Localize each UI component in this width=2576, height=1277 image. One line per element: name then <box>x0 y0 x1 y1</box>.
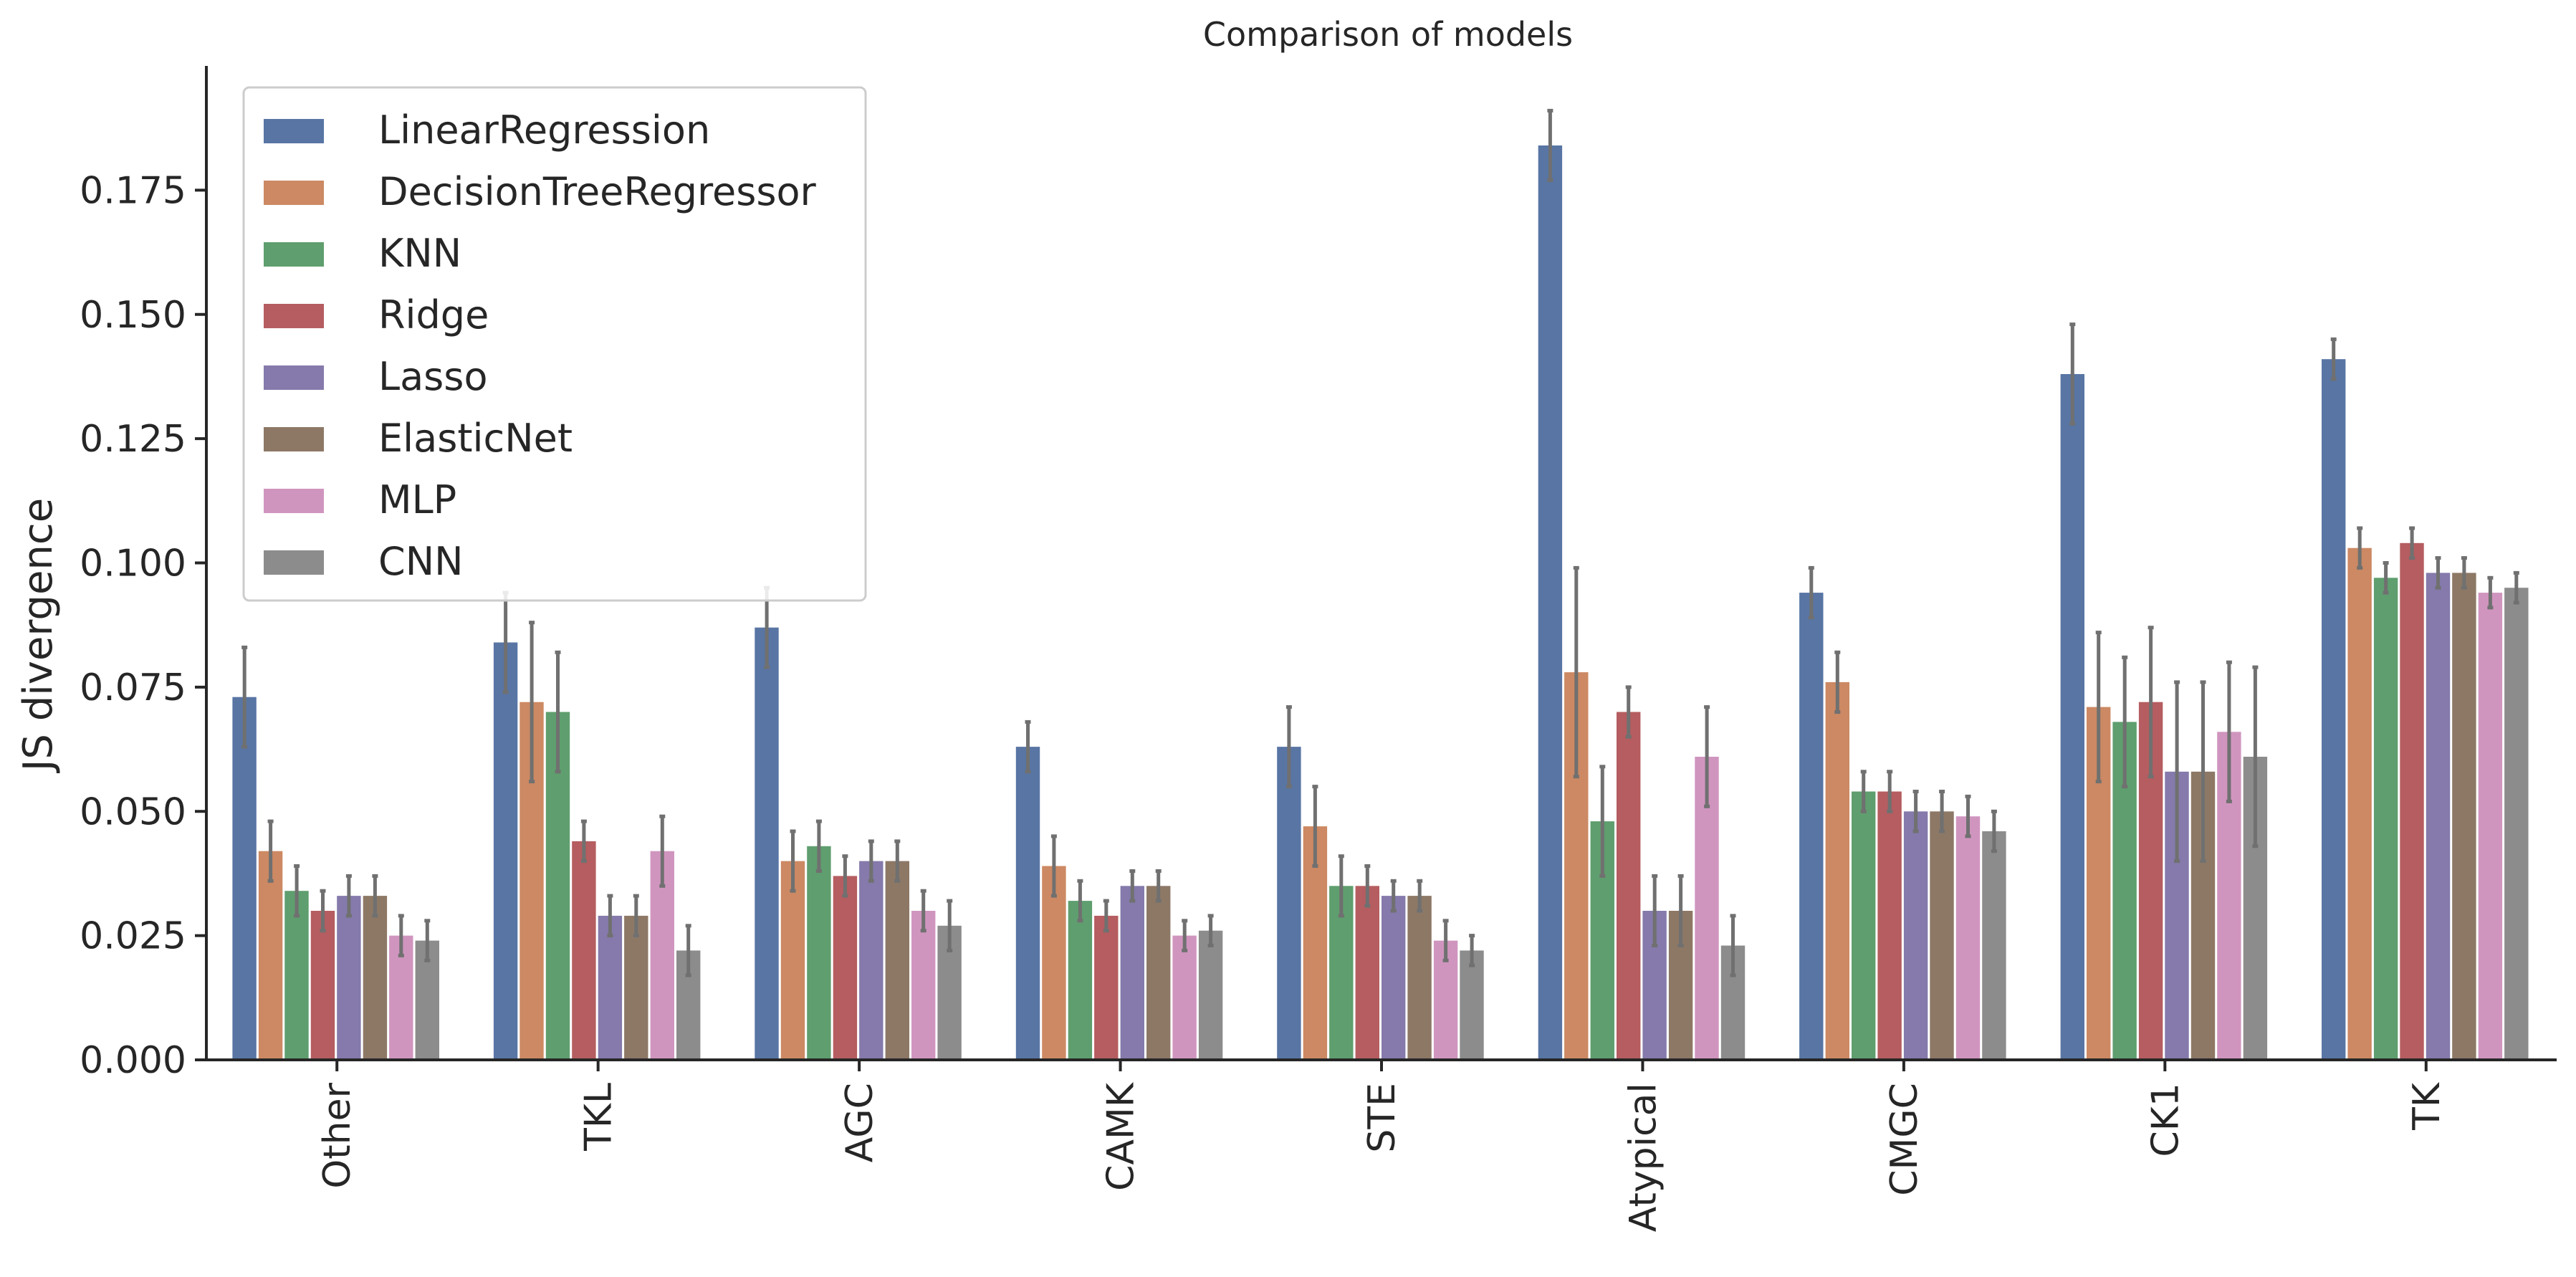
bar-Lasso-TK <box>2426 573 2451 1060</box>
bar-LinearRegression-STE <box>1277 747 1301 1060</box>
bar-Lasso-STE <box>1382 896 1406 1060</box>
legend: LinearRegression DecisionTreeRegressor KNN… <box>242 86 867 602</box>
bar-Ridge-STE <box>1355 886 1379 1060</box>
bar-MLP-AGC <box>911 911 936 1060</box>
bar-KNN-Other <box>284 891 309 1060</box>
legend-box <box>242 86 867 602</box>
bar-ElasticNet-AGC <box>885 861 909 1060</box>
bar-Ridge-AGC <box>833 876 858 1060</box>
bar-ElasticNet-TKL <box>624 915 648 1060</box>
bar-LinearRegression-AGC <box>755 627 779 1060</box>
bar-DecisionTreeRegressor-AGC <box>780 861 805 1060</box>
bar-LinearRegression-Other <box>232 697 257 1060</box>
bar-Ridge-TKL <box>572 841 596 1060</box>
y-axis-label: JS divergence <box>15 498 62 773</box>
y-tick-label: 0.175 <box>80 169 186 212</box>
bar-Ridge-Other <box>310 911 335 1060</box>
x-tick-label: Atypical <box>1622 1083 1665 1232</box>
y-tick-label: 0.000 <box>80 1039 186 1082</box>
bar-Ridge-CAMK <box>1094 915 1119 1060</box>
legend-swatch-MLP <box>264 489 324 513</box>
axes-layer: 0.000 0.025 0.050 0.075 0.100 0.125 0.150 0.175… <box>80 66 2557 1232</box>
legend-swatch-DecisionTreeRegressor <box>264 181 324 205</box>
legend-swatch-CNN <box>264 550 324 575</box>
bar-Ridge-TK <box>2400 542 2424 1060</box>
bar-MLP-TK <box>2478 593 2503 1060</box>
legend-label-ElasticNet: ElasticNet <box>378 416 573 461</box>
legend-label-Ridge: Ridge <box>378 292 489 338</box>
legend-swatch-Ridge <box>264 304 324 328</box>
bar-Lasso-AGC <box>859 861 884 1060</box>
bar-MLP-CAMK <box>1172 935 1197 1060</box>
x-tick-label: AGC <box>838 1083 881 1162</box>
legend-label-MLP: MLP <box>378 477 456 522</box>
legend-swatch-Lasso <box>264 365 324 390</box>
bar-CNN-TK <box>2504 588 2529 1060</box>
y-tick-label: 0.150 <box>80 294 186 337</box>
y-tick-label: 0.075 <box>80 666 186 709</box>
legend-label-CNN: CNN <box>378 539 464 584</box>
bar-DecisionTreeRegressor-Other <box>258 851 283 1060</box>
bar-CNN-CMGC <box>1982 831 2006 1060</box>
bar-MLP-CMGC <box>1955 816 1981 1060</box>
bar-KNN-AGC <box>807 846 831 1060</box>
bar-DecisionTreeRegressor-CMGC <box>1825 681 1849 1060</box>
legend-swatch-LinearRegression <box>264 119 324 143</box>
x-tick-label: CAMK <box>1100 1081 1143 1191</box>
bar-Lasso-CAMK <box>1120 886 1144 1060</box>
bar-LinearRegression-TKL <box>493 642 518 1060</box>
y-tick-label: 0.125 <box>80 418 186 461</box>
bar-KNN-TK <box>2373 578 2398 1060</box>
x-tick-label: TK <box>2405 1081 2448 1131</box>
bar-Lasso-TKL <box>598 915 623 1060</box>
bar-Ridge-Atypical <box>1617 712 1641 1060</box>
bar-LinearRegression-CAMK <box>1015 747 1040 1060</box>
bar-DecisionTreeRegressor-CAMK <box>1042 866 1066 1060</box>
x-tick-label: CK1 <box>2144 1083 2187 1157</box>
chart-title: Comparison of models <box>1203 15 1573 54</box>
legend-label-Lasso: Lasso <box>378 354 487 399</box>
bar-Lasso-CMGC <box>1903 811 1928 1061</box>
bar-LinearRegression-Atypical <box>1538 145 1563 1060</box>
bar-LinearRegression-CK1 <box>2060 374 2084 1060</box>
x-tick-label: STE <box>1361 1083 1404 1153</box>
bar-Ridge-CMGC <box>1877 791 1902 1060</box>
bar-DecisionTreeRegressor-TK <box>2347 547 2372 1060</box>
y-tick-label: 0.025 <box>80 915 186 958</box>
y-tick-label: 0.050 <box>80 790 186 833</box>
bar-LinearRegression-CMGC <box>1799 593 1824 1060</box>
bar-LinearRegression-TK <box>2322 359 2346 1060</box>
bar-ElasticNet-Other <box>363 896 388 1060</box>
legend-swatch-KNN <box>264 242 324 267</box>
bar-ElasticNet-TK <box>2452 573 2476 1060</box>
x-tick-label: TKL <box>578 1083 621 1152</box>
error-bars-layer <box>241 108 2519 977</box>
legend-label-DecisionTreeRegressor: DecisionTreeRegressor <box>378 169 817 214</box>
y-tick-label: 0.100 <box>80 542 186 585</box>
bar-KNN-CMGC <box>1852 791 1876 1060</box>
bar-ElasticNet-CAMK <box>1146 886 1171 1060</box>
legend-label-LinearRegression: LinearRegression <box>378 107 710 153</box>
bar-CNN-CAMK <box>1198 930 1223 1060</box>
legend-label-KNN: KNN <box>378 231 461 276</box>
bar-ElasticNet-CMGC <box>1930 811 1954 1061</box>
bar-ElasticNet-STE <box>1407 896 1432 1060</box>
x-tick-label: Other <box>316 1082 359 1188</box>
x-tick-label: CMGC <box>1883 1083 1926 1196</box>
legend-swatch-ElasticNet <box>264 427 324 451</box>
bar-KNN-CAMK <box>1068 901 1093 1060</box>
bar-Lasso-Other <box>337 896 361 1060</box>
bar-CNN-STE <box>1460 950 1484 1060</box>
